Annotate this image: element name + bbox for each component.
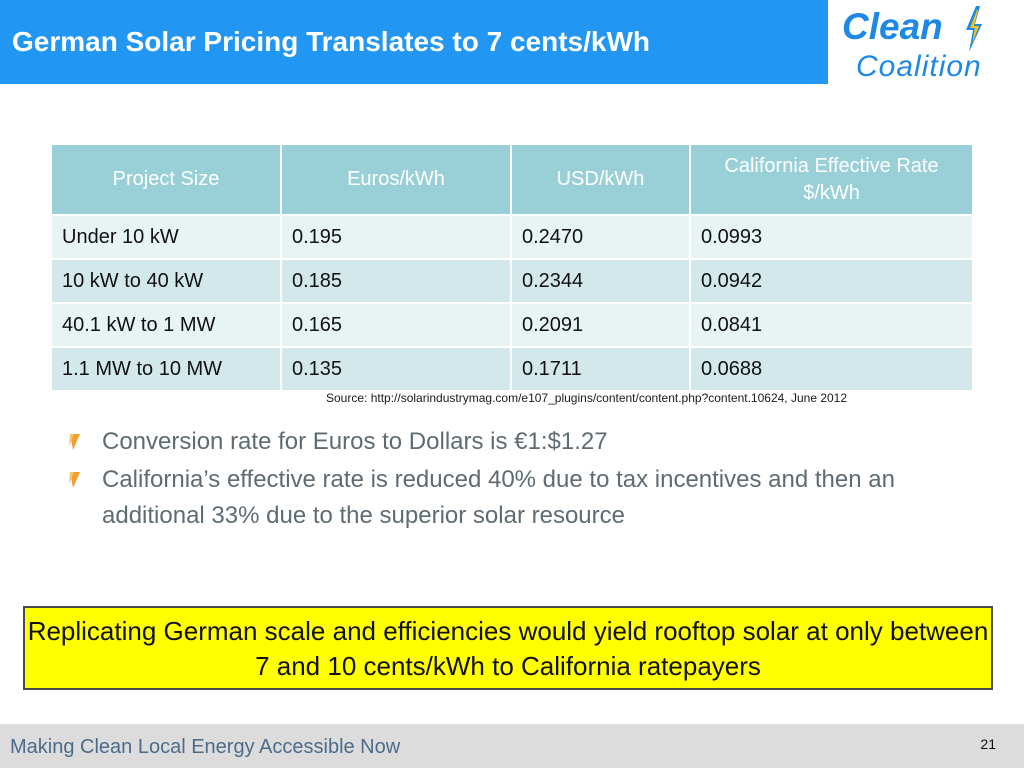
- footer-bar: Making Clean Local Energy Accessible Now…: [0, 724, 1024, 768]
- table-header-row: Project Size Euros/kWh USD/kWh Californi…: [52, 145, 972, 215]
- column-header: California Effective Rate $/kWh: [690, 145, 972, 215]
- table-cell: 0.0942: [690, 258, 972, 303]
- highlight-callout: Replicating German scale and efficiencie…: [23, 606, 993, 690]
- column-header: Euros/kWh: [281, 145, 512, 215]
- logo-text-clean: Clean: [842, 6, 943, 47]
- pricing-table: Project Size Euros/kWh USD/kWh Californi…: [52, 145, 972, 390]
- table-row: 40.1 kW to 1 MW 0.165 0.2091 0.0841: [52, 302, 972, 347]
- column-header: Project Size: [52, 145, 282, 215]
- logo-text-coalition: Coalition: [856, 50, 982, 83]
- bullet-text: California’s effective rate is reduced 4…: [102, 466, 895, 529]
- title-bar: German Solar Pricing Translates to 7 cen…: [0, 0, 828, 84]
- bullet-list: Conversion rate for Euros to Dollars is …: [66, 424, 966, 536]
- arrow-bullet-icon: [69, 472, 80, 488]
- table-cell: 1.1 MW to 10 MW: [52, 346, 282, 390]
- table-row: 1.1 MW to 10 MW 0.135 0.1711 0.0688: [52, 346, 972, 390]
- bullet-text: Conversion rate for Euros to Dollars is …: [102, 428, 608, 455]
- lightning-bolt-icon: [966, 6, 982, 52]
- source-citation: Source: http://solarindustrymag.com/e107…: [326, 391, 848, 405]
- slide-title: German Solar Pricing Translates to 7 cen…: [12, 26, 650, 57]
- bullet-item: Conversion rate for Euros to Dollars is …: [66, 424, 966, 460]
- table-cell: 0.2470: [511, 214, 691, 259]
- table-cell: 0.0993: [690, 214, 972, 259]
- clean-coalition-logo: Clean Coalition: [836, 2, 1022, 86]
- table-cell: 0.135: [281, 346, 512, 390]
- table-cell: 0.185: [281, 258, 512, 303]
- bullet-item: California’s effective rate is reduced 4…: [66, 462, 966, 534]
- table-cell: 0.0841: [690, 302, 972, 347]
- arrow-bullet-icon: [69, 434, 80, 450]
- table-row: Under 10 kW 0.195 0.2470 0.0993: [52, 214, 972, 259]
- column-header: USD/kWh: [511, 145, 691, 215]
- table-cell: 0.2091: [511, 302, 691, 347]
- table-row: 10 kW to 40 kW 0.185 0.2344 0.0942: [52, 258, 972, 303]
- footer-tagline: Making Clean Local Energy Accessible Now: [10, 736, 401, 758]
- table-cell: 0.195: [281, 214, 512, 259]
- table-cell: 40.1 kW to 1 MW: [52, 302, 282, 347]
- page-number: 21: [980, 736, 996, 752]
- table-cell: 0.0688: [690, 346, 972, 390]
- table-cell: 0.2344: [511, 258, 691, 303]
- table-cell: 0.1711: [511, 346, 691, 390]
- table-cell: 10 kW to 40 kW: [52, 258, 282, 303]
- table-cell: Under 10 kW: [52, 214, 282, 259]
- table-cell: 0.165: [281, 302, 512, 347]
